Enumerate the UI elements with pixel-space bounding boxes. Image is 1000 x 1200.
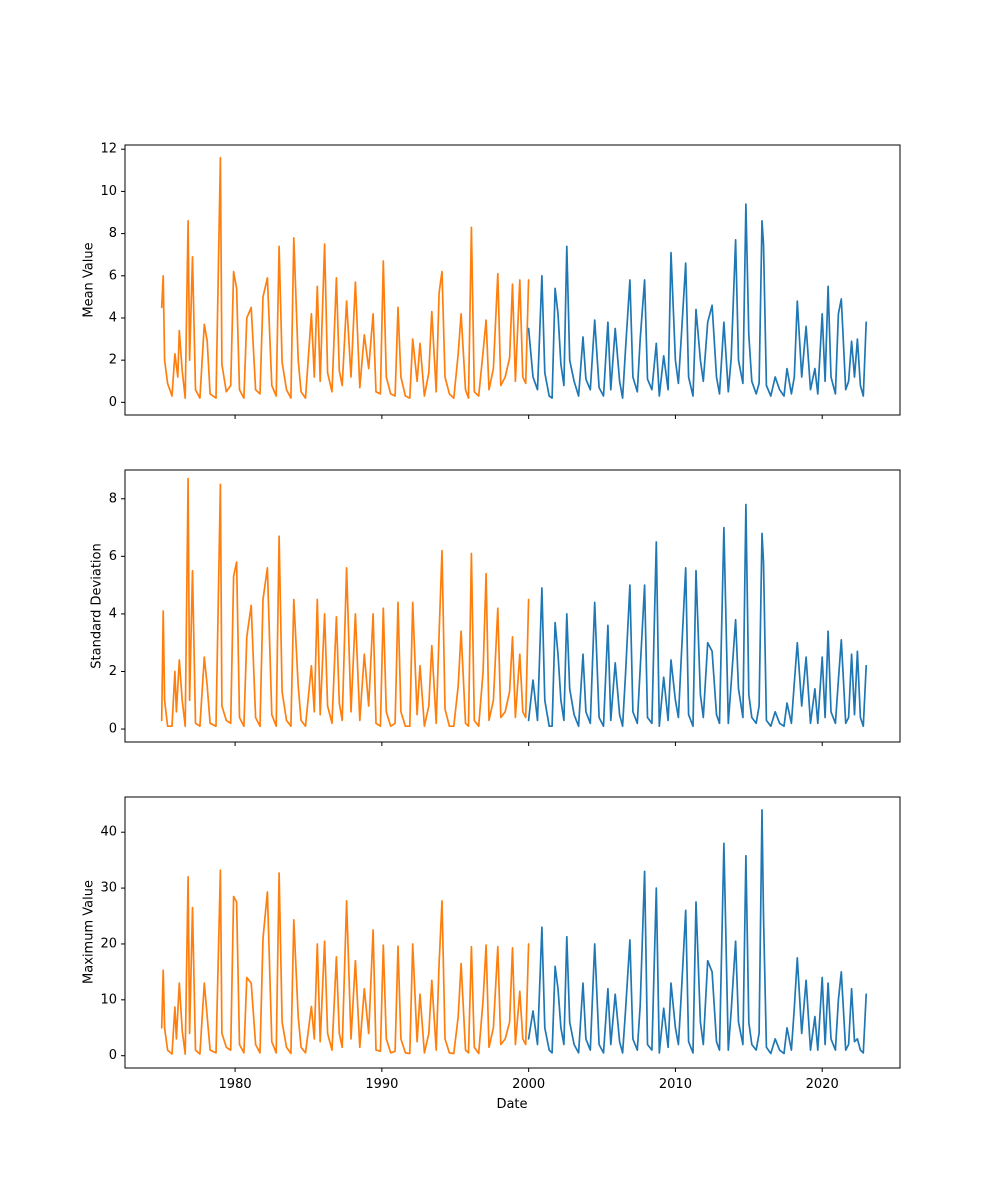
series-line-orange-standard-deviation: [160, 477, 530, 728]
y-ticks-mean-value: 0 2 4 6 8 10 12: [100, 142, 125, 410]
y-ticks-standard-deviation: 0 2 4 6 8: [109, 491, 125, 737]
x-ticks-standard-deviation: [234, 742, 823, 746]
y-axis-label-mean-value: Mean Value: [82, 242, 97, 317]
x-tick-label: 2000: [512, 1077, 545, 1092]
x-ticks-maximum-value: 1980 1990 2000 2010 2020: [219, 1068, 839, 1092]
y-axis-label-standard-deviation: Standard Deviation: [90, 543, 105, 668]
y-tick-label: 8: [109, 491, 117, 506]
panel-mean-value: 0 2 4 6 8 10 12 Mean Value: [82, 142, 901, 419]
y-tick-label: 40: [100, 825, 117, 840]
plot-lines-standard-deviation: [160, 477, 868, 728]
y-axis-label-maximum-value: Maximum Value: [82, 880, 97, 984]
x-tick-label: 2020: [806, 1077, 839, 1092]
y-tick-label: 0: [109, 395, 117, 410]
y-tick-label: 6: [109, 549, 117, 564]
plot-frame-mean-value: [124, 144, 901, 416]
y-tick-label: 6: [109, 268, 117, 283]
series-line-orange-maximum-value: [160, 869, 530, 1055]
y-tick-label: 10: [100, 992, 117, 1007]
y-tick-label: 10: [100, 184, 117, 199]
panel-standard-deviation: 0 2 4 6 8 Standard Deviation: [90, 469, 901, 746]
series-line-blue-mean-value: [527, 203, 868, 399]
x-ticks-mean-value: [234, 415, 823, 419]
plot-lines-mean-value: [160, 156, 868, 399]
x-tick-label: 1990: [365, 1077, 398, 1092]
series-line-blue-standard-deviation: [527, 503, 868, 728]
series-line-blue-maximum-value: [527, 809, 868, 1055]
y-tick-label: 8: [109, 226, 117, 241]
y-tick-label: 0: [109, 722, 117, 737]
x-tick-label: 2010: [659, 1077, 692, 1092]
y-tick-label: 4: [109, 310, 117, 325]
y-tick-label: 2: [109, 353, 117, 368]
plot-lines-maximum-value: [160, 809, 868, 1055]
y-tick-label: 30: [100, 881, 117, 896]
plot-frame-standard-deviation: [124, 469, 901, 743]
x-tick-label: 1980: [219, 1077, 252, 1092]
y-tick-label: 0: [109, 1048, 117, 1063]
y-tick-label: 12: [100, 142, 117, 157]
panel-maximum-value: 0 10 20 30 40 1980 1990 2000 2010 2020 Maximum V…: [82, 796, 901, 1092]
y-ticks-maximum-value: 0 10 20 30 40: [100, 825, 125, 1063]
plot-frame-maximum-value: [124, 796, 901, 1069]
series-line-orange-mean-value: [160, 156, 530, 399]
y-tick-label: 20: [100, 936, 117, 951]
y-tick-label: 4: [109, 606, 117, 621]
y-tick-label: 2: [109, 664, 117, 679]
x-axis-label: Date: [496, 1097, 527, 1112]
